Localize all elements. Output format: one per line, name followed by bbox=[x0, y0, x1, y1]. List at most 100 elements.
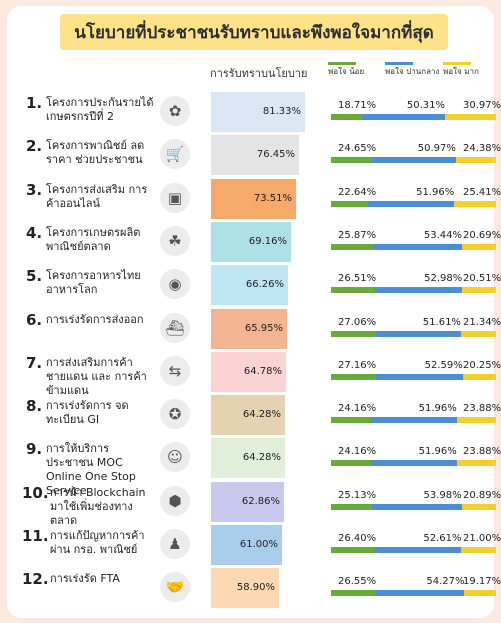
low-satisfaction-value: 24.65% bbox=[338, 143, 377, 154]
mid-satisfaction-value: 52.59% bbox=[424, 360, 463, 371]
row-number: 8. bbox=[26, 397, 43, 415]
legend-label: พอใจ มาก bbox=[443, 67, 479, 76]
row-label: โครงการพาณิชย์ ลดราคา ช่วยประชาชน bbox=[46, 139, 145, 166]
mid-satisfaction-value: 54.27% bbox=[426, 576, 465, 587]
high-satisfaction-value: 23.88% bbox=[463, 446, 501, 457]
low-satisfaction-value: 25.13% bbox=[338, 490, 377, 501]
legend-item: พอใจ มาก bbox=[443, 62, 479, 77]
low-satisfaction-value: 22.64% bbox=[338, 187, 377, 198]
low-satisfaction-bar bbox=[331, 331, 376, 337]
chart-row: 11. การแก้ปัญหาการค้า ผ่าน กรอ. พาณิชย์ ♟ 6… bbox=[0, 523, 501, 567]
high-satisfaction-value: 21.00% bbox=[463, 533, 501, 544]
mid-satisfaction-bar bbox=[368, 201, 455, 207]
low-satisfaction-bar bbox=[331, 157, 372, 163]
chart-row: 7. การส่งเสริมการค้า ชายแดน และ การค้าข้า… bbox=[0, 350, 501, 397]
low-satisfaction-value: 26.51% bbox=[338, 273, 377, 284]
mid-satisfaction-bar bbox=[374, 590, 465, 596]
high-satisfaction-bar bbox=[464, 590, 496, 596]
mid-satisfaction-bar bbox=[375, 374, 463, 380]
row-label: การให้บริการประชาชน MOC Online One Stop … bbox=[46, 442, 136, 497]
row-number: 10. bbox=[22, 484, 49, 502]
row-number: 5. bbox=[26, 267, 43, 285]
mid-satisfaction-bar bbox=[370, 460, 457, 466]
awareness-value: 64.28% bbox=[242, 409, 281, 420]
chart-row: 9. การให้บริการประชาชน MOC Online One Sto… bbox=[0, 436, 501, 497]
awareness-bar bbox=[211, 438, 285, 478]
high-satisfaction-value: 20.25% bbox=[463, 360, 501, 371]
awareness-value: 64.78% bbox=[243, 366, 282, 377]
mid-satisfaction-value: 50.97% bbox=[417, 143, 456, 154]
awareness-value: 64.28% bbox=[242, 452, 281, 463]
mid-satisfaction-bar bbox=[373, 244, 462, 250]
chart-row: 12. การเร่งรัด FTA 🤝 58.90% 26.55% 54.27% 19.1… bbox=[0, 566, 501, 610]
low-satisfaction-bar bbox=[331, 547, 375, 553]
row-label: โครงการส่งเสริม การค้าออนไลน์ bbox=[46, 183, 148, 210]
high-satisfaction-bar bbox=[455, 157, 496, 163]
thai-food-logo-icon: ◉ bbox=[160, 269, 190, 299]
low-satisfaction-value: 27.06% bbox=[338, 317, 377, 328]
awareness-bar bbox=[211, 222, 291, 262]
awareness-value: 65.95% bbox=[244, 323, 283, 334]
high-satisfaction-value: 20.51% bbox=[463, 273, 501, 284]
mid-satisfaction-value: 51.96% bbox=[418, 446, 457, 457]
low-satisfaction-bar bbox=[331, 201, 369, 207]
awareness-column-header: การรับทราบนโยบาย bbox=[210, 67, 308, 80]
high-satisfaction-bar bbox=[462, 287, 496, 293]
low-satisfaction-bar bbox=[331, 244, 374, 250]
low-satisfaction-bar bbox=[331, 460, 371, 466]
border-trade-icon: ⇆ bbox=[160, 356, 190, 386]
high-satisfaction-bar bbox=[454, 201, 496, 207]
chart-row: 3. โครงการส่งเสริม การค้าออนไลน์ ▣ 73.51% 22… bbox=[0, 177, 501, 221]
low-satisfaction-bar bbox=[331, 590, 375, 596]
row-number: 6. bbox=[26, 311, 43, 329]
awareness-value: 76.45% bbox=[256, 149, 295, 160]
legend-swatch bbox=[385, 62, 413, 65]
row-label: การนำ Blockchain มาใช้เพิ่มช่องทางตลาด bbox=[50, 486, 146, 527]
mid-satisfaction-value: 51.96% bbox=[418, 403, 457, 414]
low-satisfaction-value: 24.16% bbox=[338, 446, 377, 457]
high-satisfaction-bar bbox=[456, 417, 496, 423]
low-satisfaction-value: 24.16% bbox=[338, 403, 377, 414]
row-label: โครงการประกันรายได้ เกษตรกรปีที่ 2 bbox=[46, 96, 154, 123]
row-label: การเร่งรัด FTA bbox=[50, 572, 120, 585]
legend-swatch bbox=[443, 62, 471, 65]
rice-plant-icon: ✿ bbox=[160, 96, 190, 126]
row-number: 3. bbox=[26, 181, 43, 199]
low-satisfaction-value: 27.16% bbox=[338, 360, 377, 371]
high-satisfaction-bar bbox=[462, 374, 496, 380]
row-number: 1. bbox=[26, 94, 43, 112]
awareness-bar bbox=[211, 179, 296, 219]
row-number: 11. bbox=[22, 527, 49, 545]
chart-row: 1. โครงการประกันรายได้ เกษตรกรปีที่ 2 ✿ 81.… bbox=[0, 90, 501, 134]
mid-satisfaction-bar bbox=[371, 157, 456, 163]
row-label: การเร่งรัดการ จดทะเบียน GI bbox=[46, 399, 129, 426]
awareness-value: 62.86% bbox=[241, 496, 280, 507]
mid-satisfaction-value: 51.96% bbox=[416, 187, 455, 198]
high-satisfaction-bar bbox=[444, 114, 496, 120]
high-satisfaction-bar bbox=[461, 244, 496, 250]
mid-satisfaction-bar bbox=[361, 114, 445, 120]
awareness-bar bbox=[211, 525, 282, 565]
chart-row: 10. การนำ Blockchain มาใช้เพิ่มช่องทางตลา… bbox=[0, 480, 501, 527]
high-satisfaction-value: 21.34% bbox=[463, 317, 501, 328]
mid-satisfaction-bar bbox=[375, 331, 461, 337]
legend-label: พอใจ ปานกลาง bbox=[385, 67, 440, 76]
legend-label: พอใจ น้อย bbox=[328, 67, 365, 76]
high-satisfaction-value: 19.17% bbox=[463, 576, 501, 587]
row-number: 2. bbox=[26, 137, 43, 155]
high-satisfaction-value: 23.88% bbox=[463, 403, 501, 414]
low-satisfaction-value: 26.55% bbox=[338, 576, 377, 587]
row-number: 4. bbox=[26, 224, 43, 242]
awareness-bar bbox=[211, 135, 299, 175]
awareness-bar bbox=[211, 568, 279, 608]
chart-row: 6. การเร่งรัดการส่งออก ⛴ 65.95% 27.06% 51.61%… bbox=[0, 307, 501, 351]
high-satisfaction-value: 20.69% bbox=[463, 230, 501, 241]
low-satisfaction-bar bbox=[331, 374, 376, 380]
chart-row: 8. การเร่งรัดการ จดทะเบียน GI ✪ 64.28% 24.16… bbox=[0, 393, 501, 437]
chart-row: 2. โครงการพาณิชย์ ลดราคา ช่วยประชาชน 🛒 76.4… bbox=[0, 133, 501, 177]
high-satisfaction-value: 30.97% bbox=[463, 100, 501, 111]
low-satisfaction-bar bbox=[331, 287, 375, 293]
row-label: การแก้ปัญหาการค้า ผ่าน กรอ. พาณิชย์ bbox=[50, 529, 145, 556]
shopping-cart-icon: 🛒 bbox=[160, 139, 190, 169]
awareness-bar bbox=[211, 482, 284, 522]
